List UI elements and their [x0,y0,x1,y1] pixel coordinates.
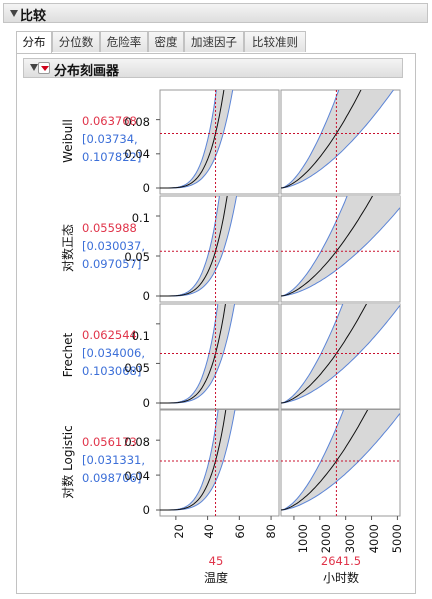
x-tick-label: 3000 [343,524,357,553]
tab-quantile[interactable]: 分位数 [52,31,100,52]
y-tick-label: 0 [143,181,150,195]
lower-limit-line [281,413,400,511]
tab-density[interactable]: 密度 [148,31,184,52]
lower-limit-line [281,207,400,297]
y-tick-label: 0.04 [124,147,150,161]
estimate-value: 0.063768 [82,114,137,128]
hours-axis-title: 小时数 [323,570,359,585]
tab-comparison-criterion[interactable]: 比较准则 [244,31,306,52]
estimate-value: 0.056173 [82,435,137,449]
x-tick-label: 1000 [296,524,310,553]
interval-lower: [0.03734, [82,132,138,146]
row-label-weibull: Weibull [61,119,75,163]
prediction-curve [281,304,368,404]
x-tick-label: 80 [264,524,278,539]
comparison-title-bar[interactable]: 比较 [3,3,428,24]
tab-distribution[interactable]: 分布 [16,31,52,54]
temperature-axis-title: 温度 [204,570,228,585]
y-tick-label: 0.04 [124,469,150,483]
y-tick-label: 0.08 [124,115,150,129]
upper-limit-line [281,196,348,297]
prediction-curve [281,196,374,297]
prediction-curve [281,90,362,189]
y-tick-label: 0 [143,396,150,410]
upper-limit-line [281,304,344,404]
x-tick-label: 60 [233,524,247,539]
confidence-band [281,304,400,403]
y-tick-label: 0.1 [132,329,150,343]
confidence-band [281,410,400,510]
x-tick-label: 40 [202,524,216,539]
x-tick-label: 5000 [390,524,404,553]
y-tick-label: 0 [143,503,150,517]
temperature-current-value[interactable]: 45 [209,554,224,568]
prediction-curve [281,410,369,511]
hours-current-value[interactable]: 2641.5 [321,554,361,568]
y-tick-label: 0.1 [132,211,150,225]
lower-limit-line [281,90,395,189]
interval-lower: [0.030037, [82,239,145,253]
prediction-curve [160,410,227,511]
confidence-band [160,90,233,188]
confidence-band [160,196,237,296]
collapse-triangle-icon[interactable] [30,64,38,71]
prediction-curve [160,304,226,404]
upper-limit-line [281,410,345,511]
profiler-title: 分布刻画器 [54,64,120,79]
y-tick-label: 0.08 [124,435,150,449]
confidence-band [281,90,394,188]
estimate-value: 0.055988 [82,221,137,235]
prediction-curve [160,196,228,297]
red-triangle-menu-icon[interactable] [38,62,50,74]
x-tick-label: 20 [172,524,186,539]
interval-upper: 0.098706] [82,471,141,485]
estimate-value: 0.062544 [82,328,137,342]
tab-acceleration-factor[interactable]: 加速因子 [184,31,244,52]
tab-hazard[interactable]: 危险率 [100,31,148,52]
confidence-band [160,410,235,510]
prediction-curve [160,90,225,189]
interval-lower: [0.034006, [82,346,145,360]
comparison-title: 比较 [20,9,47,24]
interval-upper: 0.097057] [82,257,141,271]
interval-upper: 0.103068] [82,364,141,378]
collapse-triangle-icon[interactable] [10,10,18,17]
upper-limit-line [281,90,340,189]
y-tick-label: 0 [143,289,150,303]
profiler-title-bar[interactable]: 分布刻画器 [23,58,403,79]
y-tick-label: 0.05 [124,250,150,264]
x-tick-label: 2000 [319,524,333,553]
interval-lower: [0.031331, [82,453,145,467]
interval-upper: 0.107822] [82,150,141,164]
x-tick-label: 4000 [367,524,381,553]
row-label-lognormal: 对数正态 [60,224,75,272]
y-tick-label: 0.05 [124,361,150,375]
row-label-frechet: Frechet [61,333,75,378]
row-label-loglogistic: 对数 Logistic [60,425,75,498]
lower-limit-line [281,305,400,404]
